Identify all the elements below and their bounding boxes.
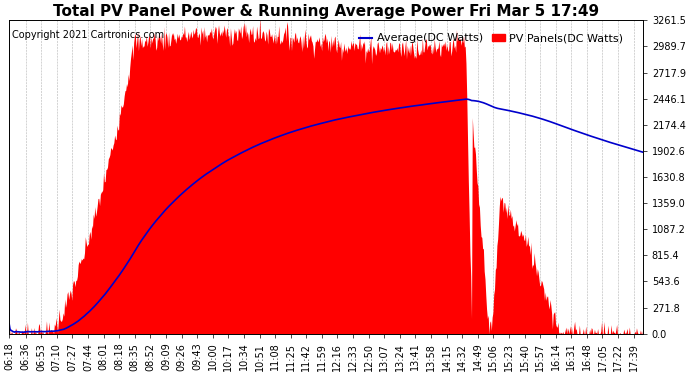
Legend: Average(DC Watts), PV Panels(DC Watts): Average(DC Watts), PV Panels(DC Watts) [354,29,628,48]
Text: Copyright 2021 Cartronics.com: Copyright 2021 Cartronics.com [12,30,164,40]
Title: Total PV Panel Power & Running Average Power Fri Mar 5 17:49: Total PV Panel Power & Running Average P… [53,4,599,19]
